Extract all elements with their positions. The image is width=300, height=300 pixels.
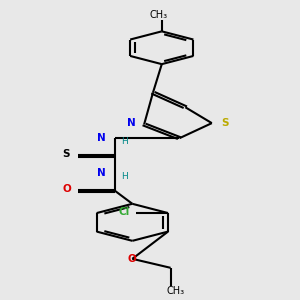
Text: S: S — [63, 149, 70, 159]
Text: N: N — [97, 133, 106, 143]
Text: N: N — [127, 118, 136, 128]
Text: N: N — [97, 168, 106, 178]
Text: H: H — [121, 172, 128, 181]
Text: CH₃: CH₃ — [166, 286, 184, 296]
Text: S: S — [221, 118, 229, 128]
Text: Cl: Cl — [118, 207, 130, 217]
Text: CH₃: CH₃ — [150, 10, 168, 20]
Text: H: H — [121, 137, 128, 146]
Text: O: O — [128, 254, 137, 264]
Text: O: O — [62, 184, 71, 194]
